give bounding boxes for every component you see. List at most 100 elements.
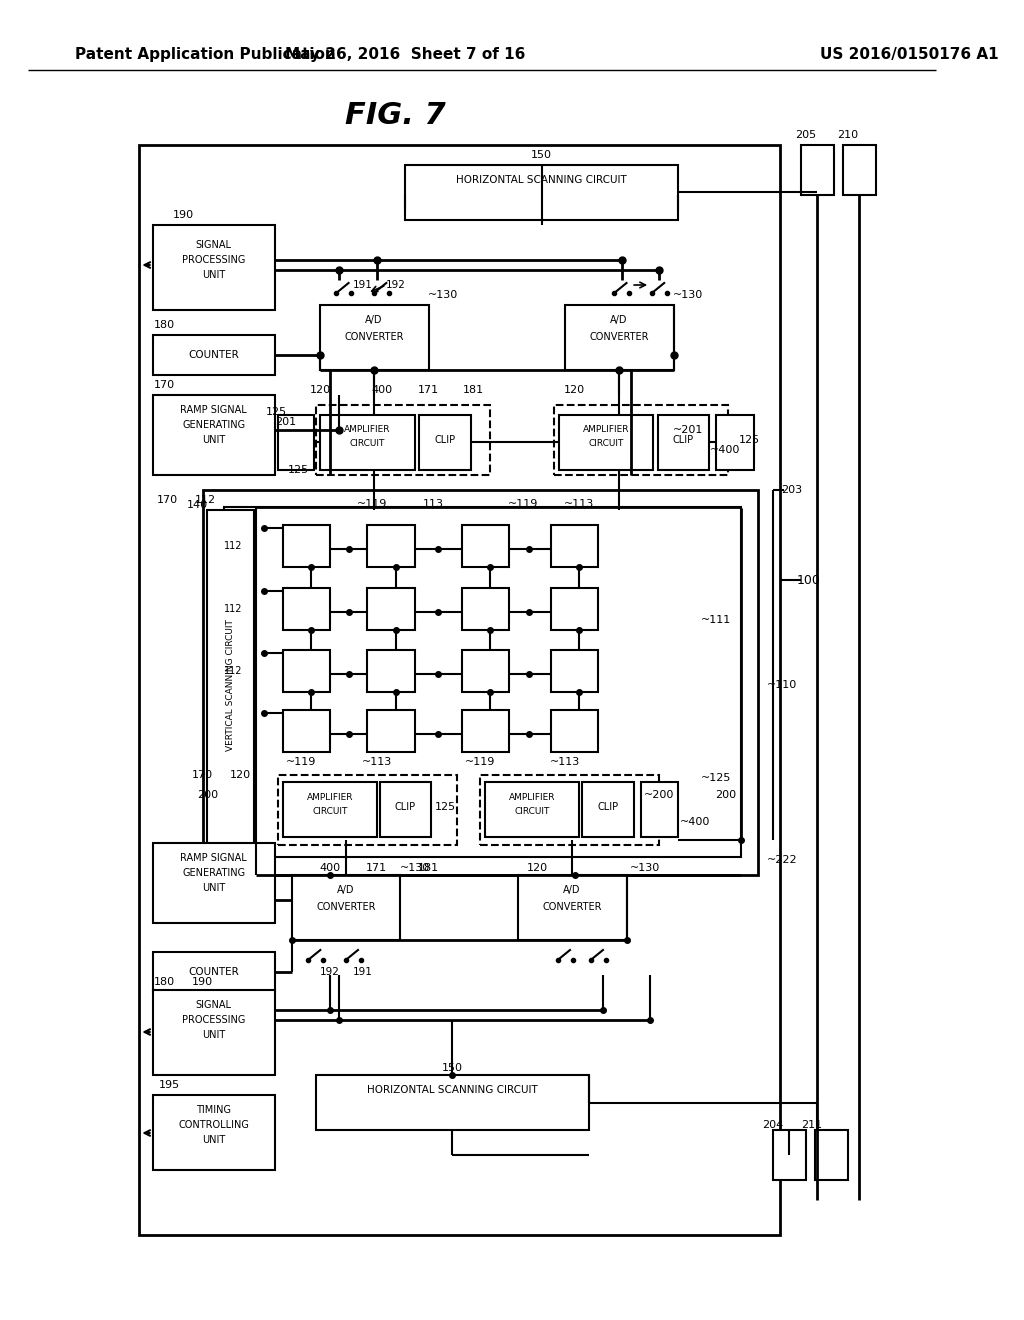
Text: GENERATING: GENERATING [182,869,246,878]
Text: 100: 100 [797,573,820,586]
Text: 211: 211 [802,1119,822,1130]
Bar [462,587,509,630]
Bar [551,649,598,692]
Text: 150: 150 [441,1063,463,1073]
Bar [716,414,754,470]
Text: 200: 200 [715,789,736,800]
Text: 205: 205 [795,129,816,140]
Bar [843,145,877,195]
Bar [485,781,580,837]
Text: 120: 120 [229,770,251,780]
Text: 140: 140 [187,500,209,510]
Text: TIMING: TIMING [197,1105,231,1115]
Text: ~119: ~119 [287,756,316,767]
Bar [480,775,659,845]
Bar [462,710,509,752]
Text: AMPLIFIER: AMPLIFIER [509,792,556,801]
Text: 125: 125 [435,803,456,812]
Text: UNIT: UNIT [202,1135,225,1144]
Bar [153,335,275,375]
Text: May 26, 2016  Sheet 7 of 16: May 26, 2016 Sheet 7 of 16 [285,48,525,62]
Text: CIRCUIT: CIRCUIT [312,808,347,817]
Text: AMPLIFIER: AMPLIFIER [306,792,353,801]
Text: 181: 181 [418,863,439,873]
Text: 125: 125 [288,465,309,475]
Bar [772,1130,806,1180]
Text: AMPLIFIER: AMPLIFIER [344,425,391,434]
Text: 181: 181 [463,385,484,395]
Text: SIGNAL: SIGNAL [196,1001,231,1010]
Bar [292,875,400,940]
Text: ~130: ~130 [673,290,702,300]
Text: A/D: A/D [366,315,383,325]
Bar [368,649,415,692]
Text: UNIT: UNIT [202,271,225,280]
Bar [583,781,634,837]
Text: 191: 191 [353,968,373,977]
Text: ~130: ~130 [630,863,660,873]
Text: UNIT: UNIT [202,436,225,445]
Bar [801,145,834,195]
Text: CONVERTER: CONVERTER [316,902,376,912]
Text: 400: 400 [319,863,340,873]
Text: HORIZONTAL SCANNING CIRCUIT: HORIZONTAL SCANNING CIRCUIT [367,1085,538,1096]
Bar [551,587,598,630]
Bar [315,1074,589,1130]
Bar [315,405,489,475]
Text: ~201: ~201 [673,425,702,436]
Text: COUNTER: COUNTER [188,968,240,977]
Bar [368,710,415,752]
Text: 120: 120 [526,863,548,873]
Text: 171: 171 [367,863,387,873]
Text: 112: 112 [224,667,243,676]
Text: ~200: ~200 [644,789,675,800]
Text: ~113: ~113 [550,756,581,767]
Text: 170: 170 [157,495,178,506]
Text: CONVERTER: CONVERTER [589,333,649,342]
Bar [139,145,780,1236]
Text: ~130: ~130 [428,290,458,300]
Text: FIG. 7: FIG. 7 [345,100,446,129]
Text: RAMP SIGNAL: RAMP SIGNAL [180,405,247,414]
Text: ~113: ~113 [361,756,392,767]
Text: ~400: ~400 [711,445,740,455]
Text: 190: 190 [191,977,213,987]
Text: SIGNAL: SIGNAL [196,240,231,249]
Text: 210: 210 [838,129,858,140]
Bar [321,305,429,370]
Bar [278,775,457,845]
Text: 203: 203 [781,484,802,495]
Text: A/D: A/D [610,315,628,325]
Text: 204: 204 [762,1119,783,1130]
Text: AMPLIFIER: AMPLIFIER [583,425,629,434]
Bar [283,649,330,692]
Text: UNIT: UNIT [202,883,225,894]
Bar [153,990,275,1074]
Bar [559,414,653,470]
Text: CIRCUIT: CIRCUIT [588,440,624,449]
Text: 170: 170 [155,380,175,389]
Text: CIRCUIT: CIRCUIT [350,440,385,449]
Text: ~110: ~110 [767,680,797,690]
Bar [283,587,330,630]
Text: 125: 125 [265,407,287,417]
Text: UNIT: UNIT [202,1030,225,1040]
Text: 195: 195 [159,1080,180,1090]
Bar [368,525,415,568]
Bar [207,510,254,855]
Text: ~113: ~113 [564,499,595,510]
Text: GENERATING: GENERATING [182,420,246,430]
Text: 200: 200 [197,789,218,800]
Text: CONVERTER: CONVERTER [344,333,403,342]
Text: 171: 171 [418,385,439,395]
Bar [321,414,415,470]
Text: COUNTER: COUNTER [188,350,240,360]
Text: 400: 400 [371,385,392,395]
Bar [462,649,509,692]
Text: A/D: A/D [563,884,581,895]
Bar [518,875,627,940]
Text: CLIP: CLIP [673,436,693,445]
Bar [657,414,710,470]
Text: CLIP: CLIP [394,803,416,812]
Text: 190: 190 [173,210,195,220]
